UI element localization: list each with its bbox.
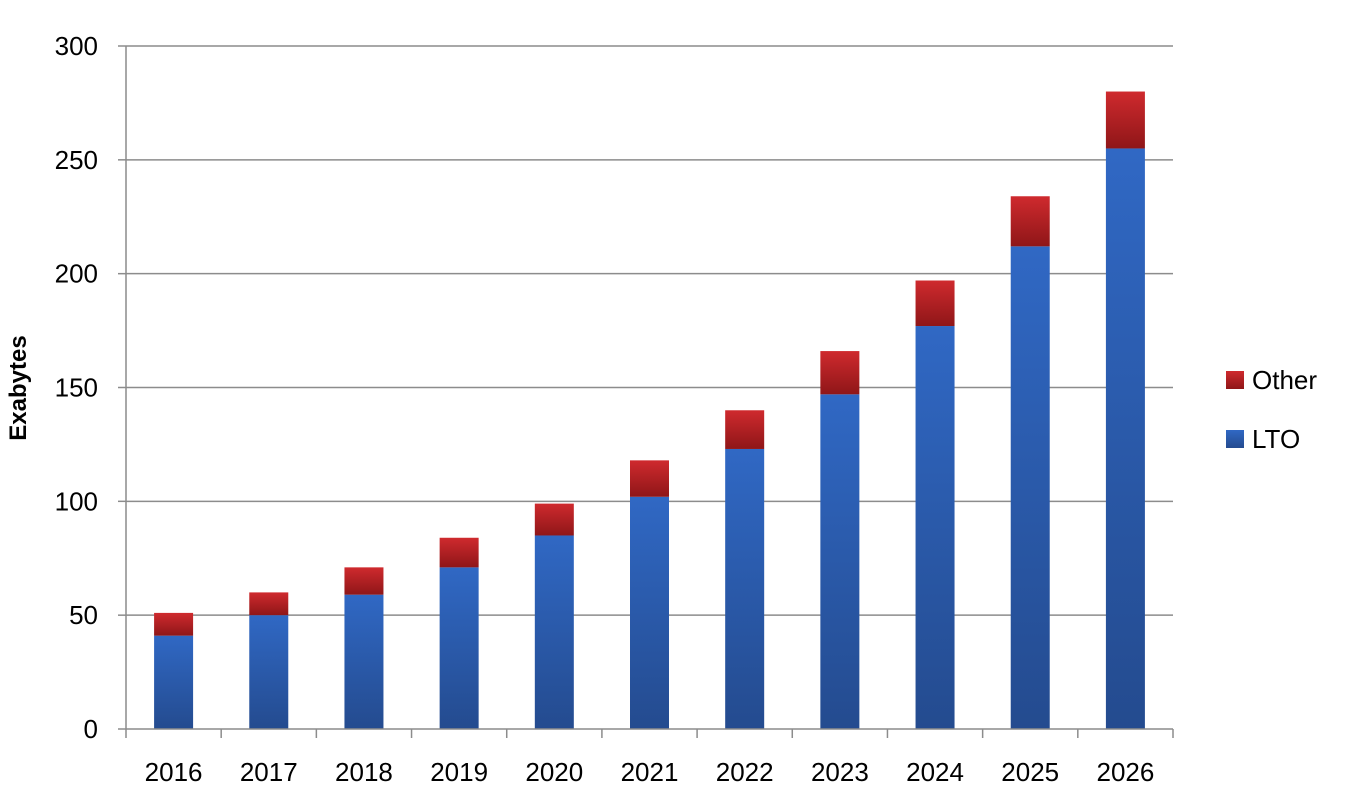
x-tick-label: 2023 — [811, 757, 869, 787]
x-tick-label: 2019 — [430, 757, 488, 787]
bar-other-2020 — [534, 503, 574, 536]
bar-other-2019 — [439, 537, 479, 568]
bar-lto-2023 — [820, 394, 860, 729]
bar-other-2023 — [820, 351, 860, 395]
tick-labels: 0 50 100 150 200 250 300 2016 2017 2018 2019 2020 20… — [55, 31, 1155, 787]
bar-other-2024 — [915, 280, 955, 327]
gridlines — [126, 45, 1173, 616]
y-tick-label: 0 — [84, 714, 98, 744]
legend-swatch-other — [1226, 371, 1244, 389]
bar-lto-2016 — [154, 635, 194, 729]
y-tick-label: 200 — [55, 259, 98, 289]
bar-other-2022 — [725, 410, 765, 449]
legend-label-other: Other — [1252, 365, 1317, 395]
y-tick-label: 300 — [55, 31, 98, 61]
x-tick-label: 2016 — [145, 757, 203, 787]
legend-label-lto: LTO — [1252, 424, 1300, 454]
y-tick-label: 100 — [55, 486, 98, 516]
bar-other-2016 — [154, 612, 194, 636]
bar-lto-2021 — [630, 496, 669, 729]
x-tick-label: 2020 — [525, 757, 583, 787]
bar-lto-2026 — [1105, 148, 1145, 729]
bar-lto-2018 — [344, 594, 384, 729]
bar-other-2017 — [249, 592, 289, 616]
legend-swatch-lto — [1226, 430, 1244, 448]
y-axis-title: Exabytes — [5, 335, 32, 440]
bar-lto-2017 — [249, 615, 289, 729]
x-tick-label: 2017 — [240, 757, 298, 787]
x-tick-label: 2021 — [621, 757, 679, 787]
x-tick-label: 2018 — [335, 757, 393, 787]
bar-other-2021 — [630, 460, 669, 497]
y-tick-label: 150 — [55, 373, 98, 403]
bar-other-2018 — [344, 567, 384, 595]
bar-lto-2025 — [1010, 246, 1050, 729]
axes — [118, 45, 1174, 738]
y-tick-label: 250 — [55, 145, 98, 175]
bar-other-2025 — [1010, 196, 1050, 247]
bars — [154, 91, 1145, 729]
x-tick-label: 2022 — [716, 757, 774, 787]
bar-lto-2024 — [915, 326, 955, 729]
x-tick-label: 2024 — [906, 757, 964, 787]
x-tick-label: 2025 — [1001, 757, 1059, 787]
y-tick-label: 50 — [69, 600, 98, 630]
bar-lto-2019 — [439, 567, 479, 729]
bar-lto-2022 — [725, 448, 765, 729]
bar-lto-2020 — [534, 535, 574, 729]
bar-other-2026 — [1105, 91, 1145, 149]
legend: Other LTO — [1226, 365, 1317, 454]
x-tick-label: 2026 — [1096, 757, 1154, 787]
